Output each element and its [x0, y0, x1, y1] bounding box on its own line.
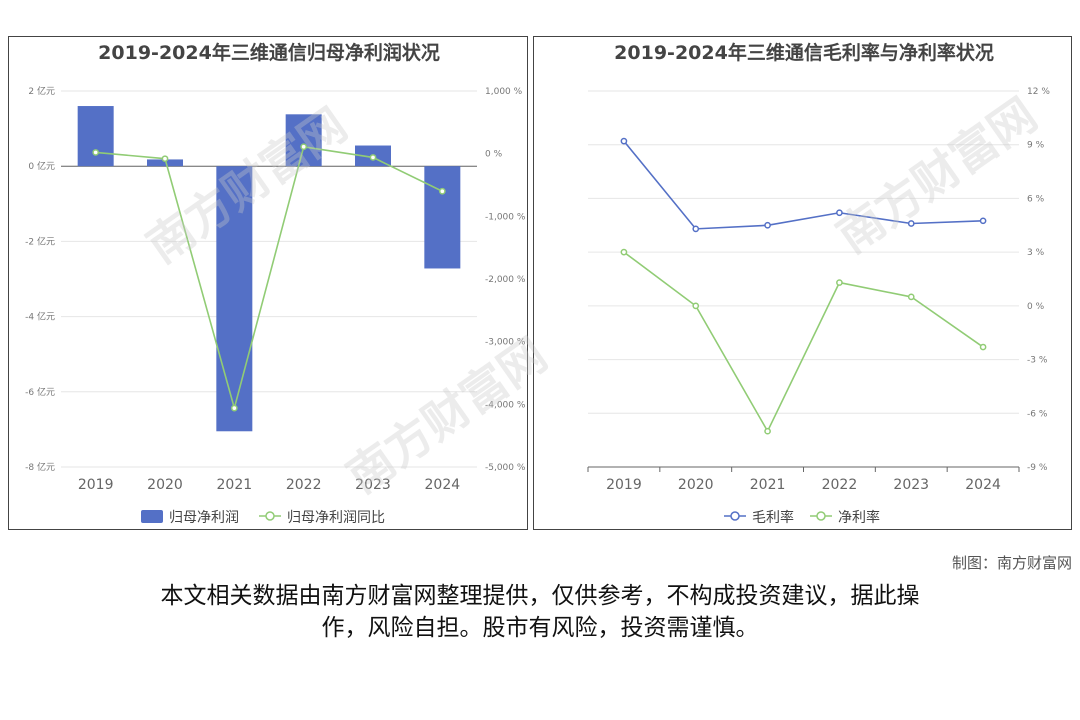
series-point-2022 [836, 209, 843, 217]
y-right-tick-label: -6 % [1027, 409, 1048, 419]
y-right-tick-label: -1,000 % [485, 212, 526, 222]
yoy-point-2020 [161, 155, 169, 163]
y-right-tick-label: -3,000 % [485, 338, 526, 348]
y-right-tick-label: 12 % [1027, 87, 1050, 97]
series-line-2 [623, 251, 984, 433]
bar-2019 [77, 106, 114, 167]
bar-2020 [147, 159, 183, 167]
yoy-point-2022 [300, 143, 308, 151]
legend-bar-label: 归母净利润 [169, 509, 239, 526]
x-tick-label: 2019 [606, 477, 642, 493]
y-right-tick-label: 9 % [1027, 141, 1045, 151]
legend-label-2: 净利率 [838, 509, 880, 526]
x-tick-label: 2020 [147, 477, 183, 493]
y-left-tick-label: 2 亿元 [28, 85, 55, 97]
y-left-tick-label: -6 亿元 [25, 386, 55, 398]
disclaimer-line-1: 本文相关数据由南方财富网整理提供，仅供参考，不构成投资建议，据此操 [160, 583, 920, 609]
series-point-2020 [692, 302, 700, 310]
yoy-point-2019 [92, 149, 100, 156]
x-tick-label: 2023 [893, 477, 929, 493]
chart-title: 2019-2024年三维通信毛利率与净利率状况 [614, 41, 994, 64]
y-right-tick-label: -3 % [1027, 356, 1048, 366]
y-right-tick-label: -2,000 % [485, 275, 526, 285]
legend-marker-2 [816, 511, 826, 521]
legend-line-marker [265, 511, 275, 521]
y-left-tick-label: -8 亿元 [25, 461, 55, 473]
disclaimer: 本文相关数据由南方财富网整理提供，仅供参考，不构成投资建议，据此操 作，风险自担… [90, 580, 990, 644]
legend-label-1: 毛利率 [752, 509, 794, 526]
x-tick-label: 2021 [750, 477, 786, 493]
y-right-tick-label: -5,000 % [485, 463, 526, 473]
yoy-point-2024 [438, 187, 446, 195]
y-left-tick-label: -4 亿元 [25, 311, 55, 323]
series-point-2024 [979, 217, 987, 225]
series-point-2024 [979, 343, 987, 351]
series-line-1 [623, 140, 984, 230]
legend-line-label: 归母净利润同比 [287, 509, 385, 526]
net-profit-chart: 2019-2024年三维通信归母净利润状况 2 亿元 0 亿元 -2 亿元 -4 亿元 -… [25, 41, 526, 526]
legend-marker-1 [730, 511, 740, 521]
legend-bar-swatch [141, 510, 163, 523]
y-right-tick-label: -9 % [1027, 463, 1048, 473]
yoy-point-2021 [230, 404, 238, 412]
series-point-2023 [907, 293, 915, 301]
left-chart-panel: 2019-2024年三维通信归母净利润状况 2 亿元 0 亿元 -2 亿元 -4 亿元 -… [8, 36, 528, 530]
y-right-tick-label: 6 % [1027, 194, 1045, 204]
y-right-tick-label: 3 % [1027, 248, 1045, 258]
y-left-tick-label: 0 亿元 [28, 160, 55, 172]
series-point-2019 [620, 248, 628, 256]
x-tick-label: 2021 [217, 477, 253, 493]
disclaimer-line-2: 作，风险自担。股市有风险，投资需谨慎。 [321, 615, 759, 641]
y-right-tick-label: 0 % [1027, 302, 1045, 312]
chart-credit: 制图：南方财富网 [951, 554, 1072, 572]
y-left-tick-label: -2 亿元 [25, 235, 55, 247]
x-tick-label: 2019 [78, 477, 114, 493]
x-tick-label: 2024 [965, 477, 1001, 493]
y-right-tick-label: -4,000 % [485, 400, 526, 410]
right-chart-panel: 2019-2024年三维通信毛利率与净利率状况 12 % 9 % 6 % 3 % 0 % -… [533, 36, 1072, 530]
margin-chart: 2019-2024年三维通信毛利率与净利率状况 12 % 9 % 6 % 3 % 0 % -… [587, 41, 1050, 526]
x-tick-label: 2020 [678, 477, 714, 493]
bar-2022 [285, 114, 322, 167]
yoy-line [95, 145, 443, 412]
series-point-2022 [836, 279, 843, 286]
x-tick-label: 2023 [355, 477, 391, 493]
bar-2021 [216, 166, 253, 432]
yoy-point-2023 [369, 154, 377, 161]
series-point-2021 [764, 427, 771, 435]
bar-2024 [424, 166, 461, 269]
series-point-2020 [692, 225, 700, 233]
series-point-2019 [620, 137, 628, 145]
x-tick-label: 2024 [425, 477, 461, 493]
chart-title: 2019-2024年三维通信归母净利润状况 [98, 41, 440, 64]
y-right-tick-label: 0 % [485, 150, 503, 160]
series-point-2023 [907, 220, 915, 227]
x-tick-label: 2022 [822, 477, 858, 493]
series-point-2021 [764, 221, 771, 229]
x-tick-label: 2022 [286, 477, 322, 493]
y-right-tick-label: 1,000 % [485, 87, 523, 97]
